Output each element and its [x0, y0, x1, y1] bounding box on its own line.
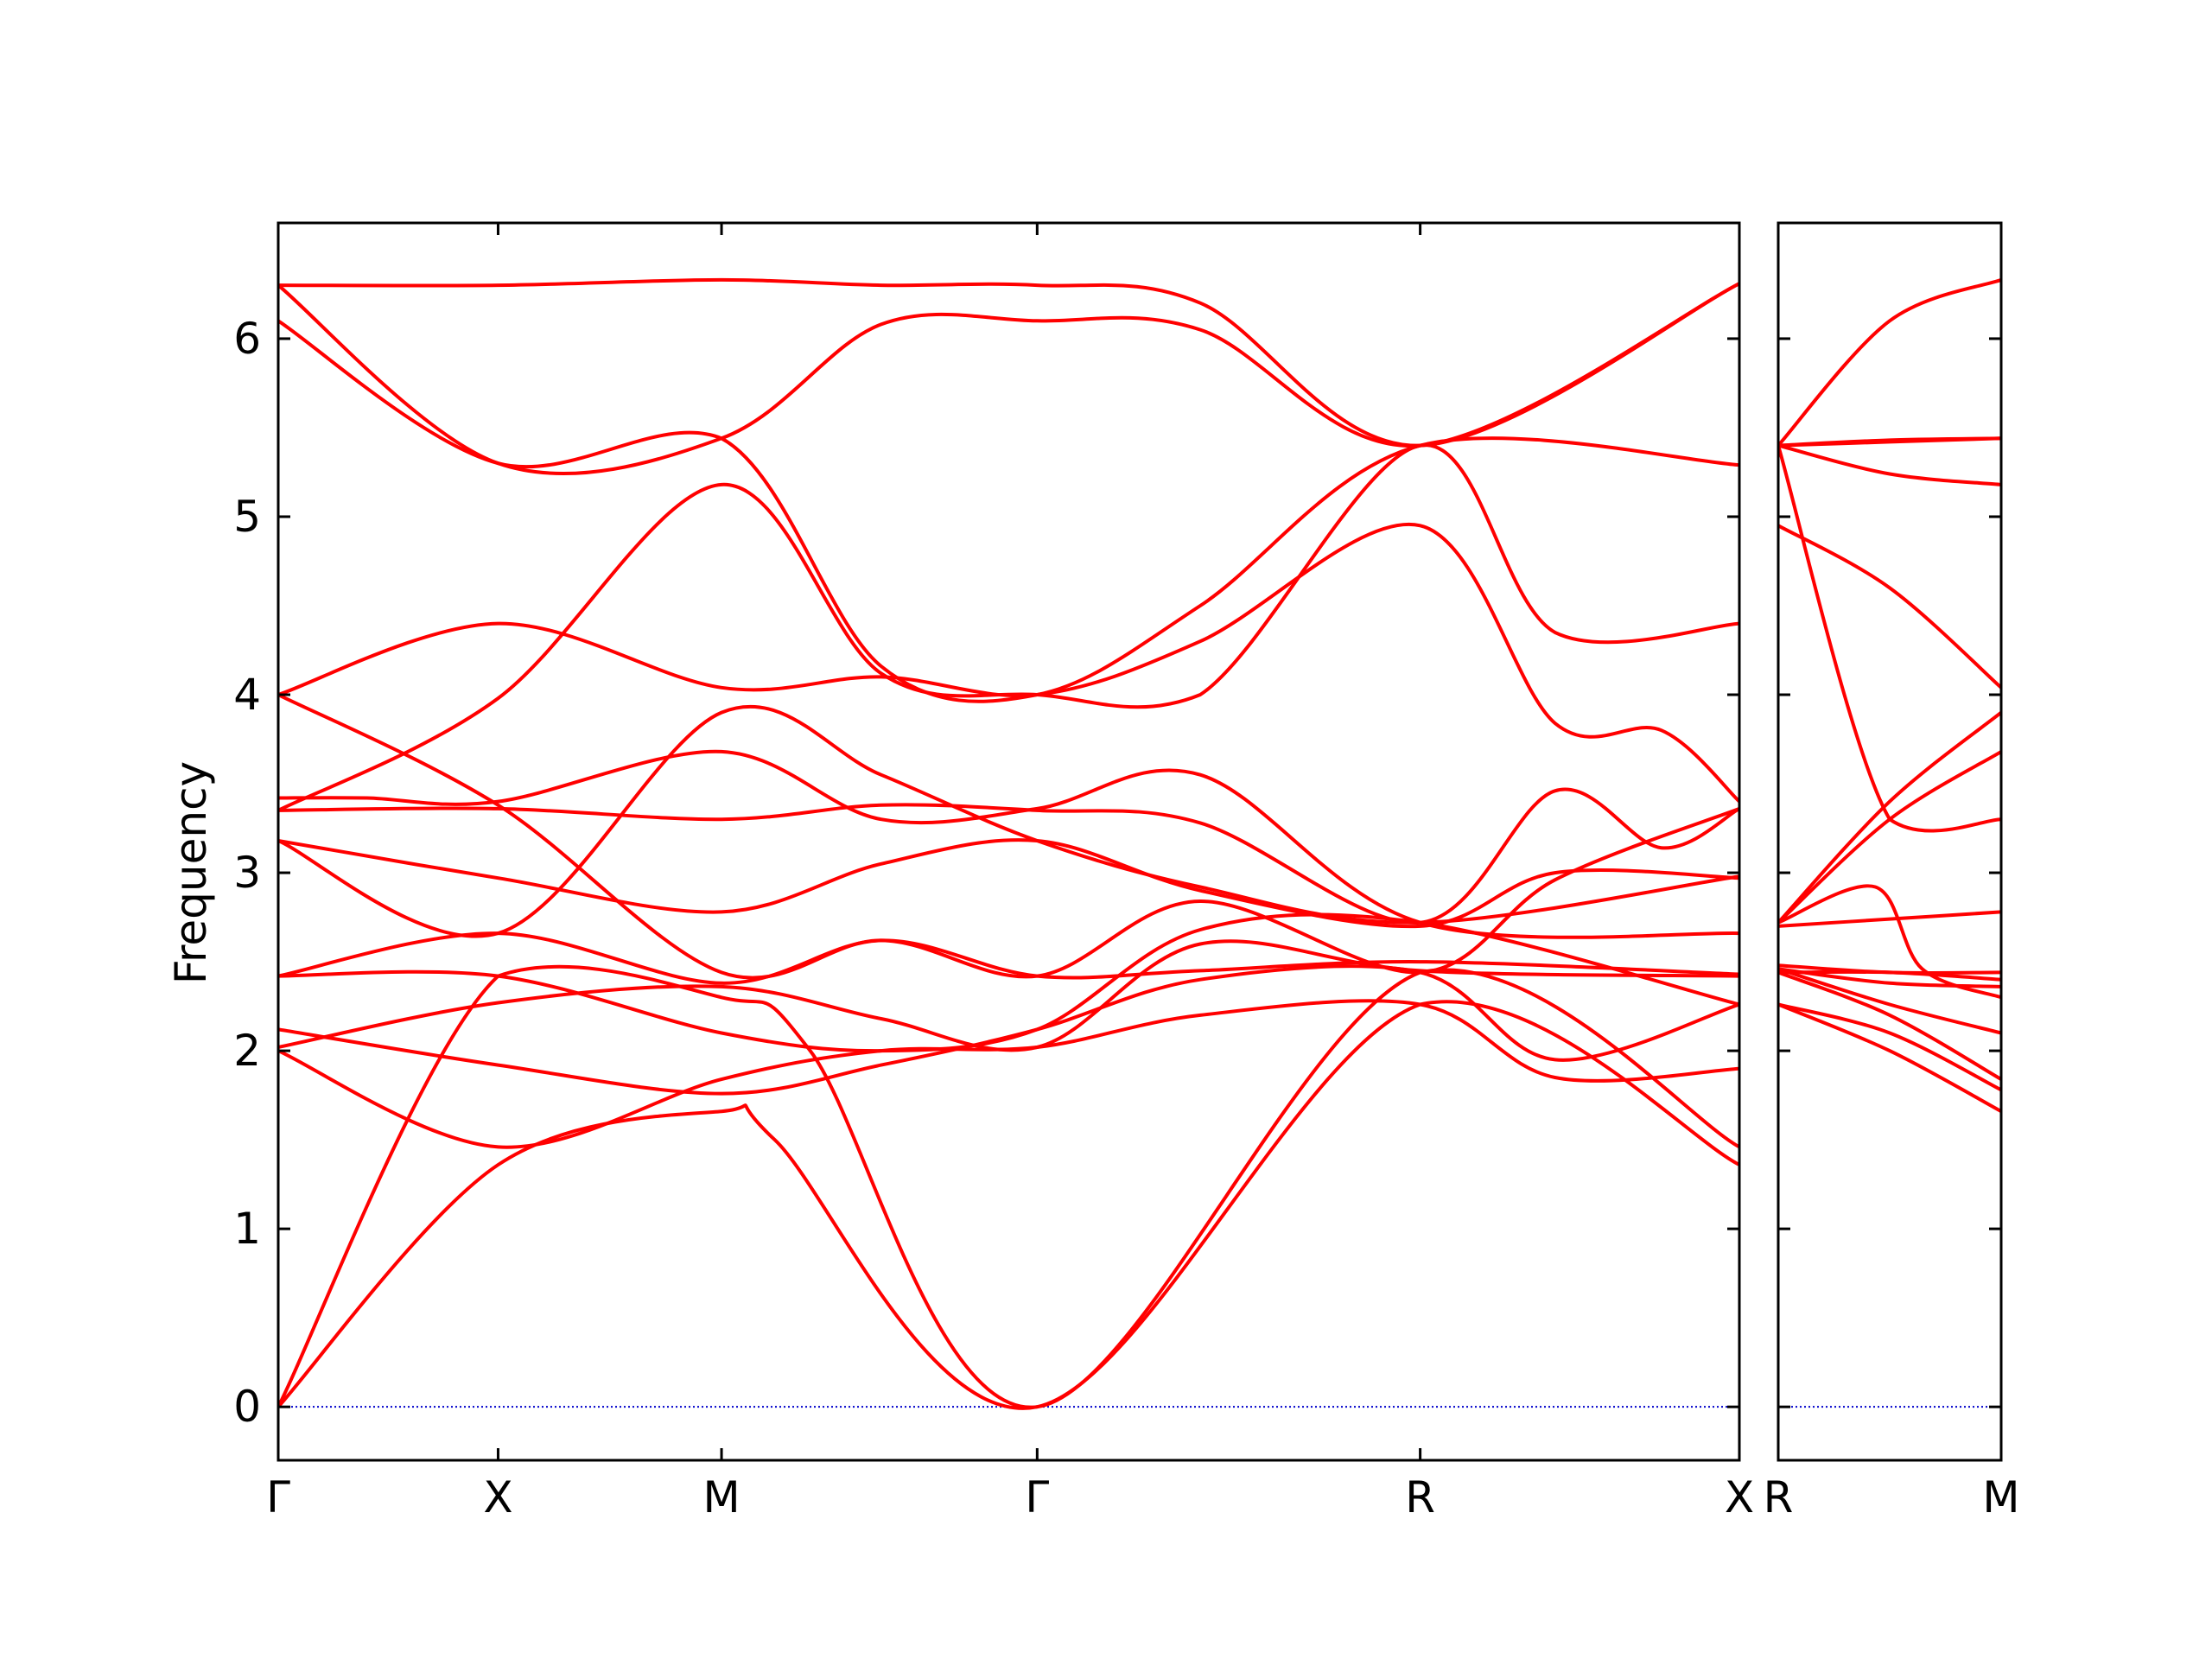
band-line: [1778, 277, 2001, 448]
plot-frame: [1777, 221, 2003, 1462]
band-line: [278, 319, 1739, 703]
x-tick-label: X: [483, 1472, 512, 1522]
band-line: [278, 1000, 1739, 1410]
band-line: [1778, 1002, 2001, 1114]
y-tick-label: 2: [233, 1026, 261, 1076]
band-line: [278, 749, 1739, 939]
band-line: [278, 931, 1739, 985]
band-line: [1778, 969, 2001, 982]
y-tick-label: 1: [233, 1204, 261, 1254]
y-axis-label: Frequency: [166, 761, 216, 984]
band-line: [1778, 524, 2001, 690]
band-line: [278, 964, 1739, 1409]
y-tick-label: 0: [233, 1382, 261, 1432]
plot-frame: [276, 221, 1741, 1462]
band-line: [278, 693, 1739, 980]
x-tick-label: Γ: [266, 1472, 290, 1522]
band-line: [1778, 970, 2001, 1082]
x-tick-label: Γ: [1025, 1472, 1049, 1522]
band-line: [1778, 443, 2001, 486]
x-tick-label: X: [1725, 1472, 1754, 1522]
band-line: [278, 999, 1739, 1149]
y-tick-label: 5: [233, 492, 261, 542]
band-line: [278, 282, 1739, 476]
x-tick-label: R: [1405, 1472, 1435, 1522]
y-tick-label: 4: [233, 670, 261, 720]
x-tick-label: R: [1764, 1472, 1794, 1522]
band-line: [1778, 443, 2001, 833]
band-line: [1778, 710, 2001, 925]
band-line: [1778, 1002, 2001, 1092]
band-line: [1778, 884, 2001, 1000]
bands-group: [1778, 277, 2001, 1114]
band-line: [1778, 910, 2001, 928]
y-tick-label: 6: [233, 314, 261, 364]
band-line: [278, 277, 1739, 448]
band-line: [278, 787, 1739, 925]
band-line: [278, 522, 1739, 804]
band-line: [1778, 749, 2001, 925]
band-line: [278, 964, 1739, 1096]
band-line: [1778, 436, 2001, 448]
band-line: [278, 443, 1739, 812]
panel-main: 0 1 2 3 4 5 6 Γ X M Γ R X: [233, 221, 1754, 1522]
x-tick-label: M: [1982, 1472, 2019, 1522]
band-line: [1778, 967, 2001, 1035]
bands-group: [278, 277, 1739, 1410]
y-tick-label: 3: [233, 848, 261, 898]
x-tick-label: M: [702, 1472, 740, 1522]
band-line: [278, 939, 1739, 1052]
